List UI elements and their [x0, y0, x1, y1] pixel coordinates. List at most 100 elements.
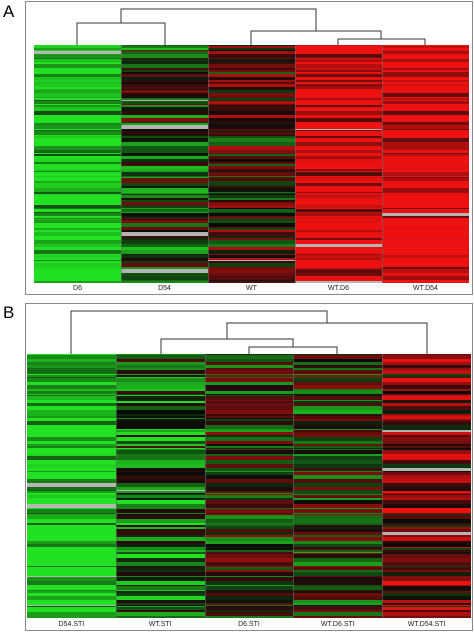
heatmap-band	[382, 509, 471, 513]
heatmap-band	[208, 131, 295, 135]
heatmap-band	[204, 368, 294, 370]
heatmap-band	[295, 125, 382, 129]
heatmap-band	[121, 220, 208, 223]
heatmap-band	[204, 607, 294, 610]
heatmap-band	[27, 395, 116, 396]
heatmap-band	[208, 254, 295, 255]
heatmap-band	[293, 354, 383, 355]
heatmap-band	[34, 172, 121, 176]
heatmap-band	[27, 610, 116, 612]
heatmap-band	[27, 572, 116, 576]
heatmap-band	[208, 74, 295, 77]
heatmap-band	[115, 449, 205, 450]
heatmap-band	[208, 146, 295, 150]
heatmap-band	[121, 72, 208, 74]
heatmap-band	[382, 219, 469, 220]
heatmap-band	[27, 464, 116, 468]
heatmap-band	[295, 101, 382, 104]
heatmap-band	[208, 51, 295, 54]
heatmap-band	[27, 554, 116, 558]
heatmap-band	[295, 63, 382, 64]
heatmap-band	[208, 54, 295, 58]
heatmap-band	[27, 490, 116, 491]
dendrogram-branch	[76, 22, 166, 45]
heatmap-band	[295, 280, 382, 281]
heatmap-band	[293, 537, 383, 541]
heatmap-band	[208, 178, 295, 181]
panel-a-column-labels: D6 D54 WT WT.D6 WT.D54	[34, 285, 469, 295]
heatmap-band	[295, 107, 382, 111]
heatmap-band	[208, 122, 295, 123]
heatmap-band	[27, 414, 116, 416]
heatmap-band	[295, 162, 382, 164]
heatmap-band	[27, 418, 116, 419]
heatmap-band	[34, 227, 121, 228]
panel-b-letter: B	[3, 303, 15, 322]
heatmap-band	[204, 500, 294, 504]
heatmap-band	[293, 490, 383, 491]
heatmap-band	[115, 483, 205, 487]
heatmap-band	[293, 548, 383, 550]
heatmap-band	[208, 172, 295, 176]
heatmap-band	[27, 475, 116, 479]
heatmap-band	[115, 425, 205, 429]
heatmap-band	[115, 395, 205, 396]
heatmap-band	[27, 483, 116, 487]
heatmap-band	[382, 89, 469, 90]
heatmap-band	[208, 209, 295, 212]
heatmap-band	[121, 227, 208, 228]
heatmap-band	[121, 46, 208, 48]
heatmap-band	[27, 504, 116, 508]
heatmap-band	[382, 111, 469, 115]
heatmap-band	[115, 591, 205, 593]
heatmap-band	[208, 156, 295, 159]
heatmap-band	[293, 396, 383, 400]
heatmap-band	[115, 570, 205, 572]
heatmap-band	[382, 181, 469, 183]
heatmap-band	[34, 240, 121, 244]
heatmap-band	[382, 400, 471, 401]
column-label: WT.D6	[328, 285, 349, 292]
heatmap-band	[34, 82, 121, 84]
heatmap-band	[382, 63, 469, 64]
heatmap-band	[121, 213, 208, 216]
heatmap-band	[382, 122, 469, 123]
column-label: WT	[246, 285, 257, 292]
heatmap-band	[34, 48, 121, 50]
heatmap-band	[121, 178, 208, 181]
heatmap-band	[34, 228, 121, 230]
heatmap-band	[121, 209, 208, 212]
heatmap-band	[27, 400, 116, 401]
heatmap-band	[382, 125, 469, 129]
heatmap-band	[295, 188, 382, 192]
heatmap-band	[382, 460, 471, 464]
heatmap-band	[293, 456, 383, 460]
heatmap-band	[115, 382, 205, 385]
heatmap-band	[204, 547, 294, 548]
heatmap-band	[295, 87, 382, 89]
heatmap-band	[204, 541, 294, 544]
heatmap-band	[115, 603, 205, 605]
heatmap-band	[27, 446, 116, 448]
heatmap-band	[27, 515, 116, 519]
heatmap-band	[208, 192, 295, 193]
heatmap-band	[208, 166, 295, 169]
heatmap-band	[204, 448, 294, 449]
heatmap-band	[208, 205, 295, 208]
heatmap-band	[382, 529, 471, 532]
heatmap-band	[27, 535, 116, 537]
heatmap-band	[208, 193, 295, 194]
heatmap-band	[27, 550, 116, 552]
heatmap-band	[115, 365, 205, 368]
heatmap-band	[295, 122, 382, 123]
heatmap-band	[115, 490, 205, 491]
heatmap-band	[382, 429, 471, 430]
heatmap-band	[295, 82, 382, 84]
heatmap-band	[115, 537, 205, 541]
heatmap-band	[295, 84, 382, 87]
heatmap-band	[34, 156, 121, 159]
heatmap-band	[204, 449, 294, 450]
heatmap-band	[121, 198, 208, 200]
heatmap-band	[34, 118, 121, 122]
heatmap-band	[204, 421, 294, 425]
